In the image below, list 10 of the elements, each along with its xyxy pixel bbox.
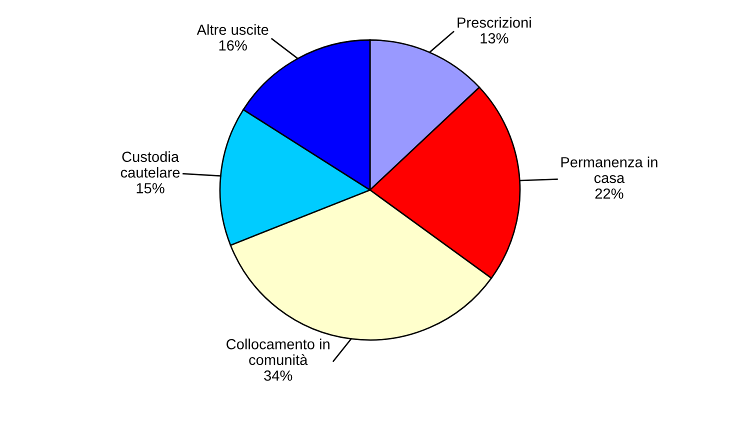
slice-label: Prescrizioni bbox=[458, 17, 531, 28]
data-label: 13% bbox=[480, 33, 508, 44]
slice-label: Collocamento in comunità bbox=[226, 338, 330, 366]
data-label: 34% bbox=[264, 370, 292, 381]
slice-label: Altre uscite bbox=[196, 24, 268, 35]
slice-label: Custodia cautelare bbox=[120, 151, 180, 178]
data-label: 16% bbox=[219, 40, 247, 51]
data-label: 15% bbox=[136, 183, 164, 194]
slice-label: Permanenza in casa bbox=[561, 156, 658, 184]
data-label: 22% bbox=[595, 188, 624, 199]
